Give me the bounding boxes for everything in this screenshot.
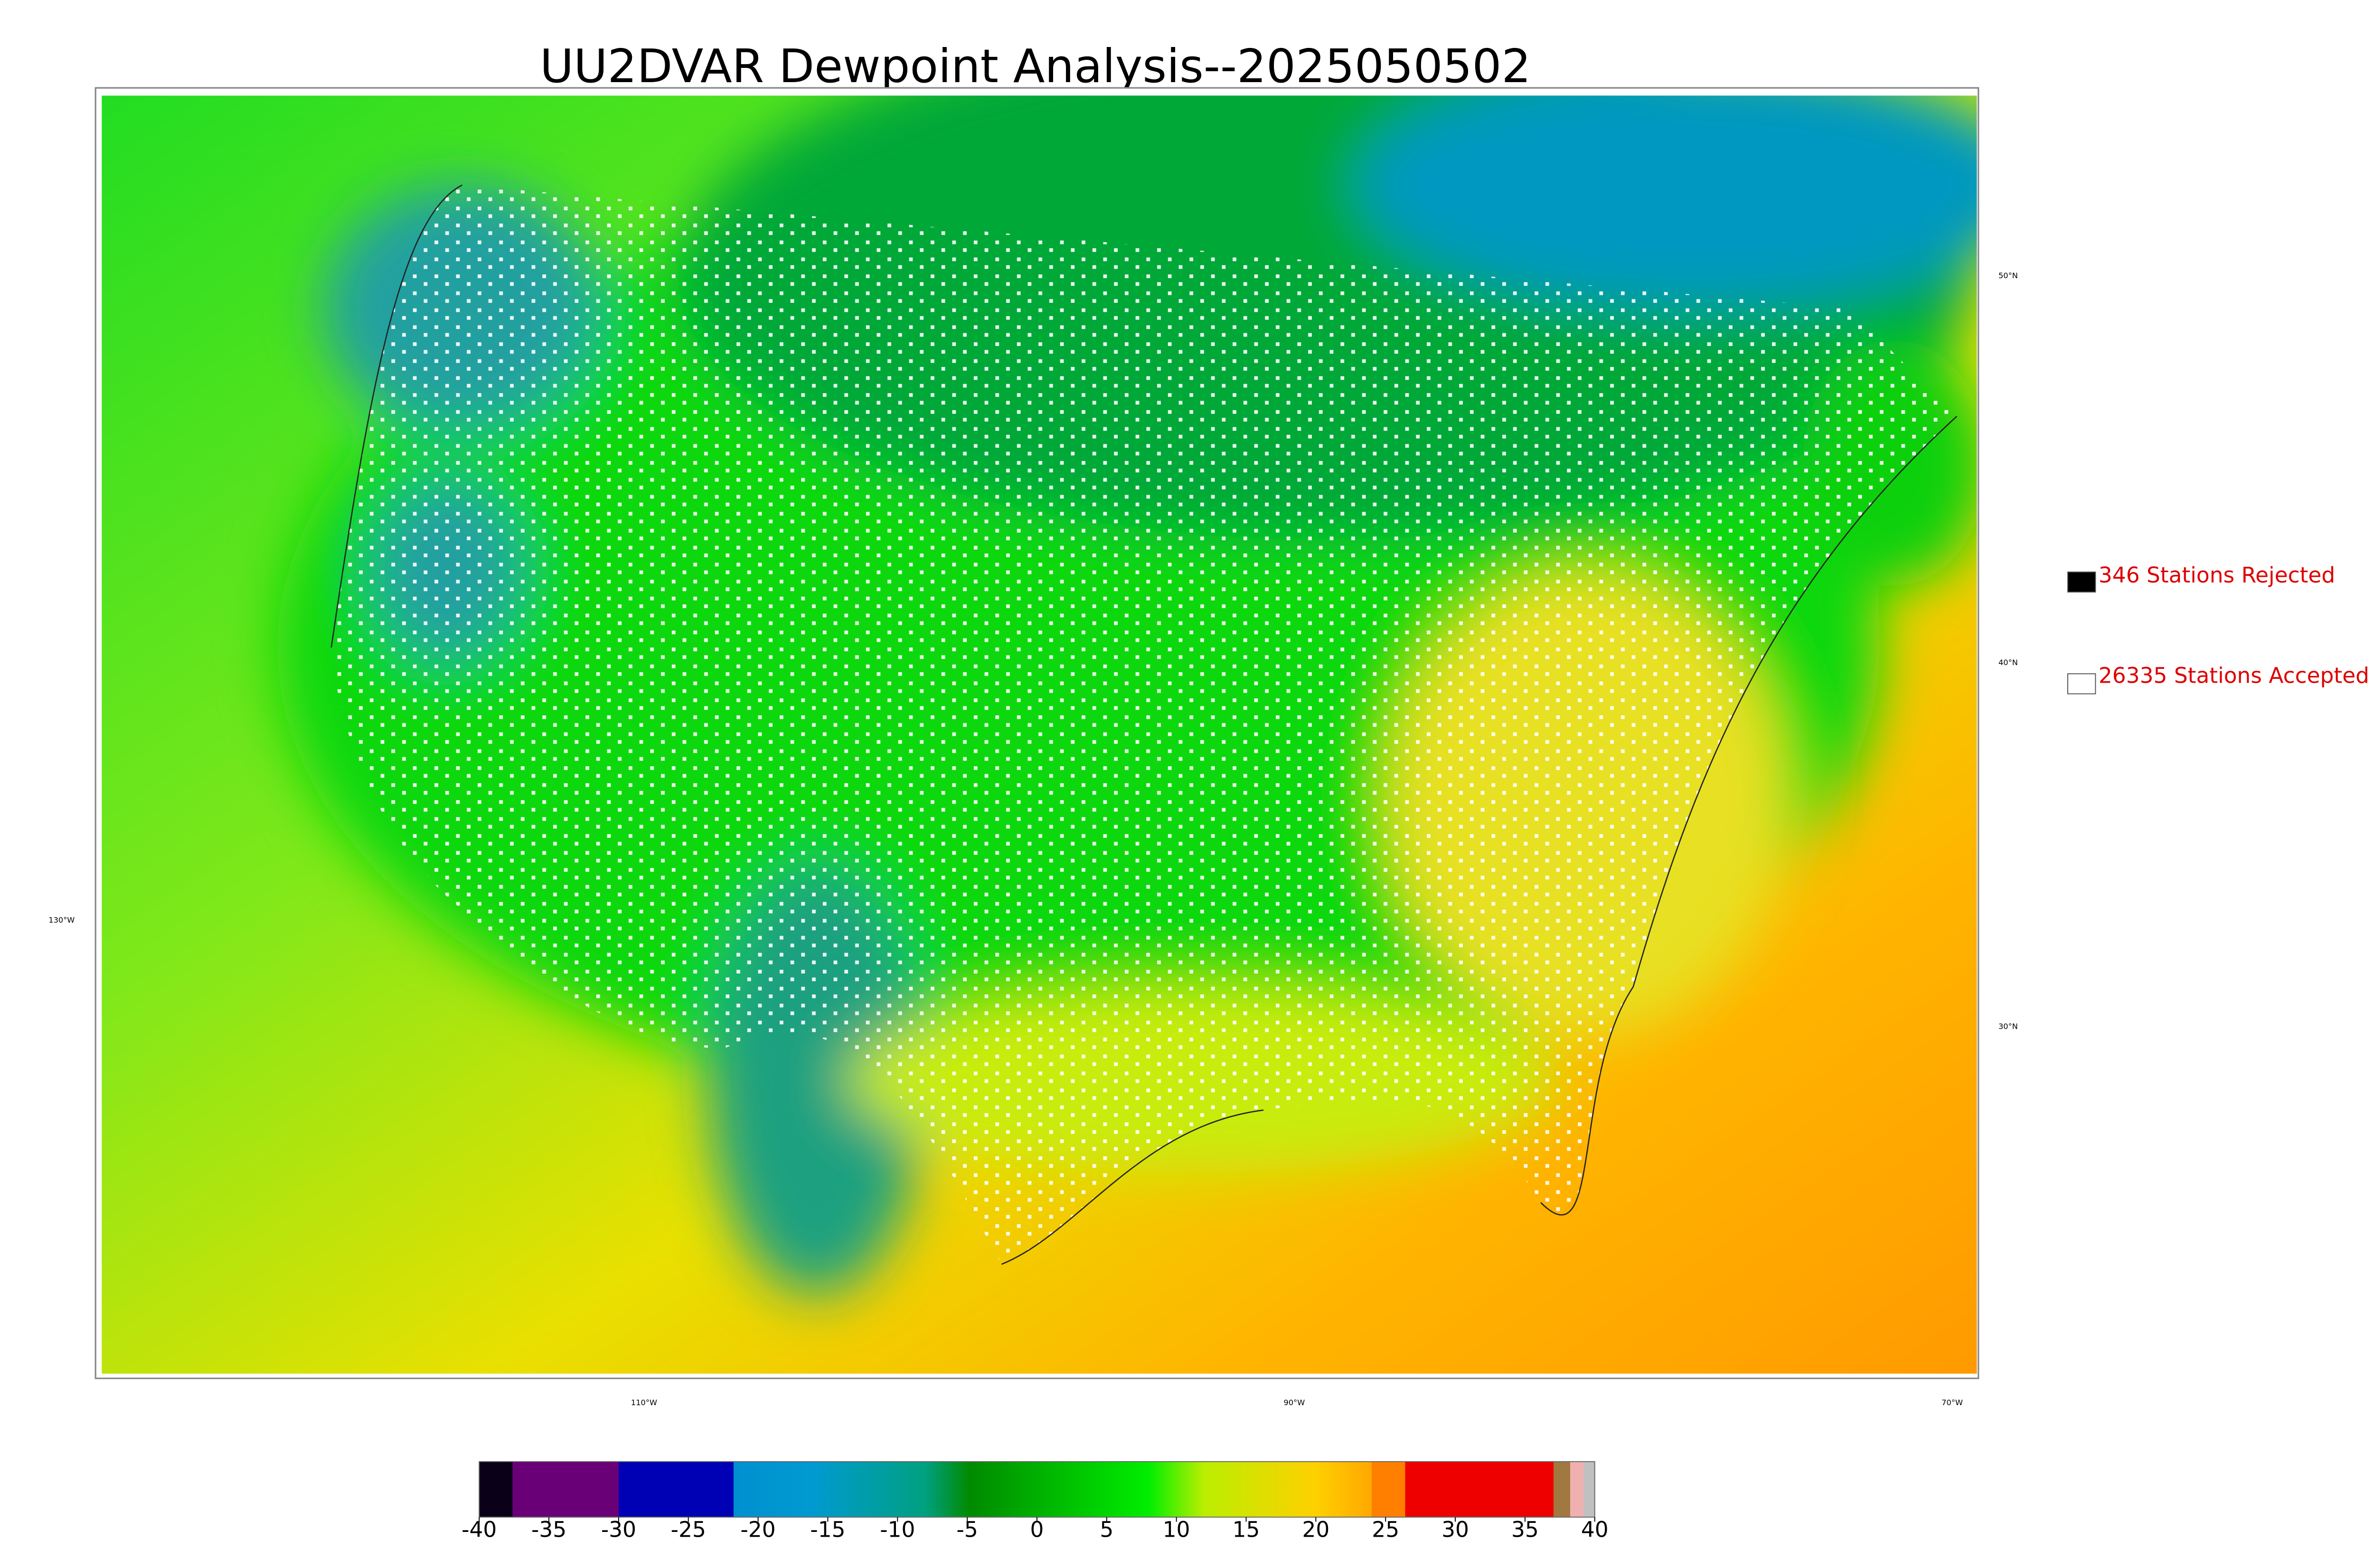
- lon-label: 70°W: [1941, 1398, 1963, 1407]
- lat-label: 40°N: [1998, 658, 2018, 667]
- lon-label: 90°W: [1284, 1398, 1305, 1407]
- legend-swatch: [2067, 673, 2096, 695]
- colorbar-tick-label: 25: [1372, 1517, 1399, 1542]
- colorbar-tick-label: -10: [880, 1517, 915, 1542]
- legend-swatch: [2067, 571, 2096, 593]
- colorbar-tick-label: -25: [671, 1517, 706, 1542]
- lon-label: 110°W: [631, 1398, 657, 1407]
- legend-label: 346 Stations Rejected: [2099, 563, 2335, 588]
- lat-label: 50°N: [1998, 271, 2018, 280]
- map-field: [102, 95, 1977, 1374]
- colorbar-tick-label: -40: [462, 1517, 497, 1542]
- colorbar-tick-label: 35: [1511, 1517, 1539, 1542]
- colorbar-tick-label: 0: [1030, 1517, 1044, 1542]
- colorbar-tick-label: -5: [957, 1517, 978, 1542]
- colorbar-tick-label: 20: [1302, 1517, 1329, 1542]
- legend-label: 26335 Stations Accepted: [2099, 663, 2369, 688]
- colorbar-tick-label: 40: [1581, 1517, 1609, 1542]
- colorbar-tick-label: -20: [741, 1517, 776, 1542]
- lat-label: 30°N: [1998, 1022, 2018, 1031]
- lon-label: 130°W: [48, 915, 75, 924]
- colorbar-tick-label: 10: [1163, 1517, 1190, 1542]
- colorbar: [479, 1461, 1595, 1518]
- colorbar-tick-label: 30: [1441, 1517, 1469, 1542]
- colorbar-tick-label: -35: [531, 1517, 566, 1542]
- colorbar-tick-label: -15: [810, 1517, 845, 1542]
- colorbar-tick-label: 5: [1100, 1517, 1113, 1542]
- title: UU2DVAR Dewpoint Analysis--2025050502: [540, 39, 1531, 93]
- colorbar-tick-label: 15: [1233, 1517, 1260, 1542]
- colorbar-tick-label: -30: [601, 1517, 636, 1542]
